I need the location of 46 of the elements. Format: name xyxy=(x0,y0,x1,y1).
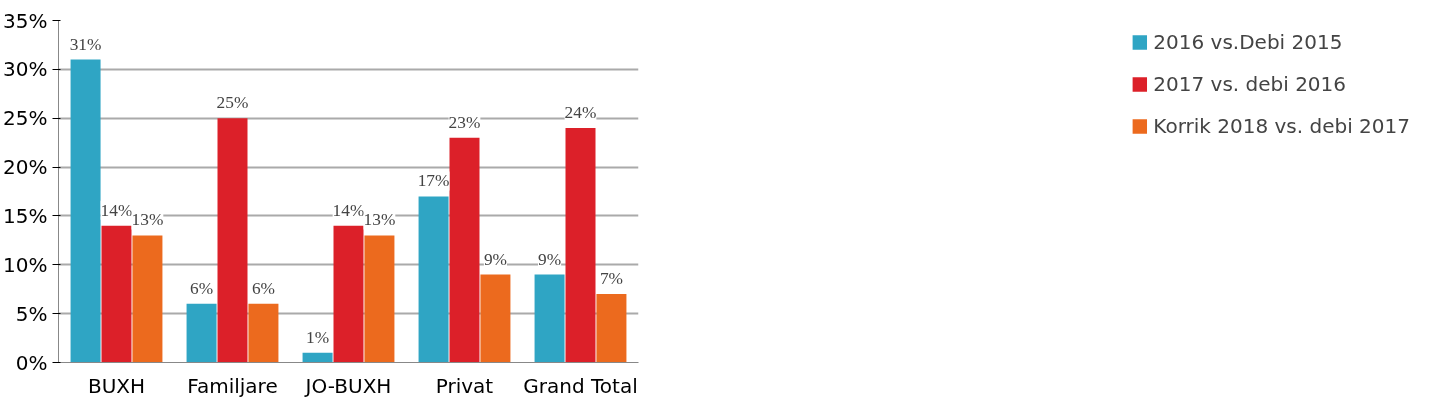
bar xyxy=(480,274,511,363)
x-tick-label: Familjare xyxy=(187,373,278,398)
y-tick-label: 0% xyxy=(15,350,48,375)
data-label: 14% xyxy=(332,200,365,220)
bar xyxy=(565,127,596,363)
x-tick-label: JO-BUXH xyxy=(303,373,392,398)
bar xyxy=(186,303,217,363)
data-label: 6% xyxy=(190,278,214,298)
bar xyxy=(132,235,163,363)
x-tick-label: BUXH xyxy=(87,373,146,398)
data-label: 14% xyxy=(100,200,133,220)
data-label: 6% xyxy=(251,278,275,298)
data-label: 9% xyxy=(538,249,562,269)
x-tick-label: Grand Total xyxy=(523,373,638,398)
bar xyxy=(364,235,395,363)
data-label: 23% xyxy=(448,112,481,132)
bar xyxy=(333,225,364,363)
data-label: 9% xyxy=(483,249,507,269)
y-tick-label: 20% xyxy=(3,155,48,180)
bar xyxy=(302,352,333,363)
bar xyxy=(596,294,627,363)
bar xyxy=(248,303,279,363)
bar xyxy=(534,274,565,363)
y-tick-label: 15% xyxy=(3,203,48,228)
data-label: 25% xyxy=(216,93,249,113)
bar xyxy=(449,137,480,363)
bar xyxy=(217,118,248,363)
bar xyxy=(101,225,132,363)
y-tick-label: 5% xyxy=(15,301,48,326)
data-label: 13% xyxy=(363,210,396,230)
data-label: 13% xyxy=(131,210,164,230)
x-tick-label: Privat xyxy=(435,373,494,398)
y-tick-label: 30% xyxy=(3,57,48,82)
data-label: 31% xyxy=(69,34,102,54)
data-label: 24% xyxy=(564,102,597,122)
data-label: 7% xyxy=(599,269,623,289)
y-tick-label: 25% xyxy=(3,106,48,131)
legend-label: 2016 vs.Debi 2015 xyxy=(1153,30,1343,54)
y-tick-label: 10% xyxy=(3,252,48,277)
bar xyxy=(70,59,101,363)
bar xyxy=(418,196,449,363)
legend-label: Korrik 2018 vs. debi 2017 xyxy=(1153,114,1410,138)
data-label: 1% xyxy=(306,327,330,347)
y-tick-label: 35% xyxy=(3,8,48,33)
legend-label: 2017 vs. debi 2016 xyxy=(1153,72,1347,96)
data-label: 17% xyxy=(417,171,450,191)
